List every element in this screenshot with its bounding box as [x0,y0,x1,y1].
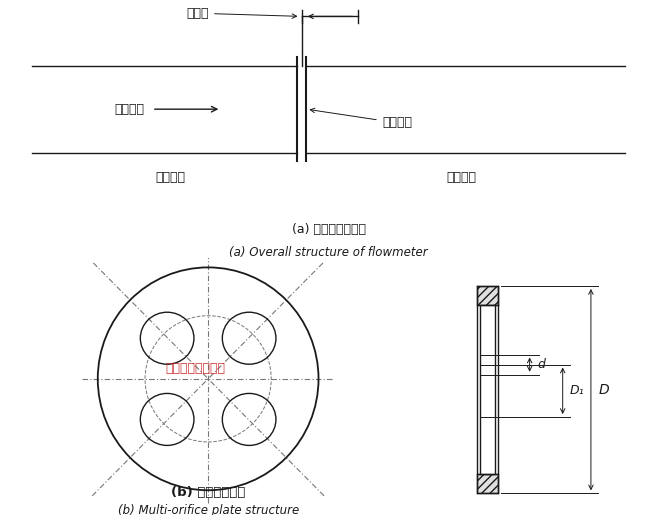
Bar [480,305,495,474]
Text: 来流方向: 来流方向 [114,102,144,116]
Text: 后直管段: 后直管段 [446,171,476,184]
Bar [477,474,498,493]
Bar [477,286,498,305]
Text: (a) Overall structure of flowmeter: (a) Overall structure of flowmeter [229,246,428,259]
Text: 江苏华云流量计厂: 江苏华云流量计厂 [166,363,225,375]
Text: D: D [598,383,609,397]
Text: 前直管段: 前直管段 [156,171,186,184]
Text: D₁: D₁ [570,384,585,397]
Text: d: d [537,358,545,371]
Text: (a) 流量计整体结构: (a) 流量计整体结构 [292,223,365,236]
Text: 多孔孔板: 多孔孔板 [382,116,412,129]
Text: 取压口: 取压口 [186,7,209,20]
Text: (b) Multi-orifice plate structure: (b) Multi-orifice plate structure [118,504,299,515]
Text: (b) 多孔孔板结构: (b) 多孔孔板结构 [171,486,245,499]
